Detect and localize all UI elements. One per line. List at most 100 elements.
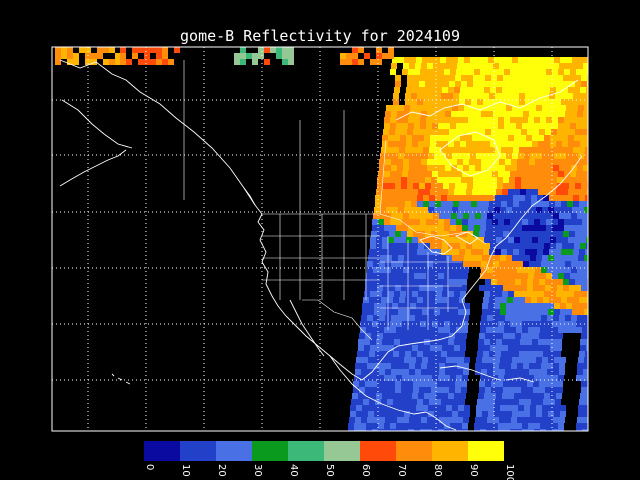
reflectivity-cell xyxy=(490,135,496,141)
reflectivity-cell xyxy=(498,273,504,279)
reflectivity-cell xyxy=(501,99,507,105)
reflectivity-cell xyxy=(557,81,563,87)
reflectivity-cell xyxy=(470,57,476,63)
reflectivity-cell xyxy=(388,345,394,351)
reflectivity-cell xyxy=(521,177,527,183)
reflectivity-cell xyxy=(509,129,515,135)
reflectivity-cell xyxy=(390,429,396,431)
reflectivity-cell xyxy=(560,411,566,417)
reflectivity-cell xyxy=(420,273,426,279)
reflectivity-cell xyxy=(463,369,469,375)
reflectivity-cell xyxy=(535,111,541,117)
reflectivity-cell xyxy=(441,351,447,357)
reflectivity-cell xyxy=(478,87,484,93)
reflectivity-cell xyxy=(408,321,414,327)
reflectivity-cell xyxy=(471,201,477,207)
reflectivity-cell xyxy=(461,129,467,135)
reflectivity-cell xyxy=(442,141,448,147)
reflectivity-cell xyxy=(583,369,588,375)
reflectivity-cell xyxy=(546,123,552,129)
reflectivity-cell xyxy=(552,423,558,429)
reflectivity-cell xyxy=(373,369,379,375)
us-canada-border xyxy=(262,213,487,245)
reflectivity-cell xyxy=(361,417,367,423)
reflectivity-cell xyxy=(447,195,453,201)
reflectivity-cell xyxy=(466,243,472,249)
reflectivity-cell xyxy=(368,303,374,309)
reflectivity-cell xyxy=(548,255,554,261)
reflectivity-cell xyxy=(487,369,493,375)
reflectivity-cell xyxy=(526,141,532,147)
reflectivity-cell xyxy=(431,381,437,387)
reflectivity-cell xyxy=(568,189,574,195)
reflectivity-cell xyxy=(424,243,430,249)
reflectivity-cell xyxy=(550,237,556,243)
reflectivity-cell xyxy=(487,363,493,369)
reflectivity-cell xyxy=(478,135,484,141)
reflectivity-cell xyxy=(560,57,566,63)
reflectivity-cell xyxy=(581,387,587,393)
reflectivity-cell xyxy=(489,195,495,201)
reflectivity-cell xyxy=(562,291,568,297)
reflectivity-cell xyxy=(538,291,544,297)
reflectivity-cell xyxy=(485,279,491,285)
reflectivity-cell xyxy=(561,249,567,255)
reflectivity-cell xyxy=(515,387,521,393)
reflectivity-cell xyxy=(557,279,563,285)
reflectivity-cell xyxy=(443,231,449,237)
reflectivity-cell xyxy=(531,297,537,303)
reflectivity-cell xyxy=(394,141,400,147)
reflectivity-cell xyxy=(570,117,576,123)
reflectivity-cell xyxy=(498,375,504,381)
reflectivity-cell xyxy=(468,225,474,231)
reflectivity-cell xyxy=(533,387,539,393)
reflectivity-cell xyxy=(564,273,570,279)
reflectivity-cell xyxy=(395,381,401,387)
reflectivity-cell xyxy=(348,429,354,431)
reflectivity-cell xyxy=(519,297,525,303)
reflectivity-cell xyxy=(79,47,85,53)
reflectivity-cell xyxy=(425,387,431,393)
reflectivity-cell xyxy=(567,93,573,99)
reflectivity-cell xyxy=(477,201,483,207)
reflectivity-cell xyxy=(396,375,402,381)
reflectivity-cell xyxy=(497,381,503,387)
reflectivity-cell xyxy=(586,237,588,243)
reflectivity-cell xyxy=(505,165,511,171)
reflectivity-cell xyxy=(484,243,490,249)
reflectivity-cell xyxy=(552,171,558,177)
reflectivity-cell xyxy=(557,387,563,393)
reflectivity-cell xyxy=(403,165,409,171)
reflectivity-cell xyxy=(551,333,557,339)
reflectivity-cell xyxy=(510,69,516,75)
reflectivity-cell xyxy=(389,285,395,291)
reflectivity-cell xyxy=(407,387,413,393)
reflectivity-cell xyxy=(402,429,408,431)
reflectivity-cell xyxy=(505,63,511,69)
reflectivity-cell xyxy=(138,59,144,65)
reflectivity-cell xyxy=(397,159,403,165)
reflectivity-cell xyxy=(497,81,503,87)
reflectivity-cell xyxy=(583,111,588,117)
reflectivity-cell xyxy=(405,147,411,153)
reflectivity-cell xyxy=(543,297,549,303)
reflectivity-cell xyxy=(392,105,398,111)
reflectivity-cell xyxy=(464,105,470,111)
reflectivity-cell xyxy=(397,165,403,171)
reflectivity-cell xyxy=(530,153,536,159)
reflectivity-cell xyxy=(440,303,446,309)
reflectivity-cell xyxy=(408,429,414,431)
reflectivity-cell xyxy=(428,357,434,363)
reflectivity-cell xyxy=(488,57,494,63)
reflectivity-cell xyxy=(276,53,282,59)
reflectivity-cell xyxy=(391,315,397,321)
reflectivity-cell xyxy=(578,357,584,363)
reflectivity-cell xyxy=(458,207,464,213)
reflectivity-cell xyxy=(434,207,440,213)
reflectivity-cell xyxy=(466,237,472,243)
reflectivity-cell xyxy=(432,219,438,225)
reflectivity-cell xyxy=(404,57,410,63)
reflectivity-cell xyxy=(568,243,574,249)
reflectivity-cell xyxy=(522,423,528,429)
reflectivity-cell xyxy=(412,291,418,297)
